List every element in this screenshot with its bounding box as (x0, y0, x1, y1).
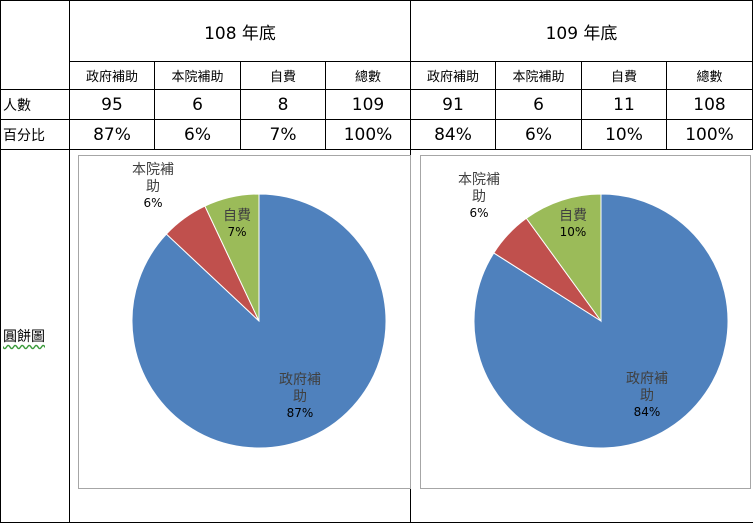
count-total-109: 108 (693, 94, 726, 115)
pie-chart-108-frame: 政府補助 87% 本院補助 6% 自費 7% (78, 155, 411, 489)
row-label-pie: 圓餅圖 (1, 150, 69, 522)
col-header-self-108: 自費 (269, 70, 296, 85)
col-header-gov-109: 政府補助 (426, 70, 479, 85)
pie-row-label-text: 圓餅圖 (3, 329, 45, 345)
count-gov-109: 91 (442, 94, 464, 115)
percent-gov-108: 87% (93, 124, 131, 145)
pie-slice-gov (131, 193, 387, 449)
count-total-108: 109 (351, 94, 385, 115)
pie-label-hospital: 本院補助 6% (458, 172, 500, 220)
col-header-total-108: 總數 (354, 70, 381, 85)
col-header-hospital-108: 本院補助 (171, 70, 224, 85)
count-self-109: 11 (613, 94, 635, 115)
row-label-count: 人數 (3, 97, 31, 114)
pie-chart-109-frame: 政府補助 84% 本院補助 6% 自費 10% (420, 155, 751, 489)
pie-label-hospital: 本院補助 6% (132, 162, 174, 210)
count-hospital-109: 6 (533, 94, 544, 115)
pie-slice-self (204, 193, 260, 322)
pie-label-self: 自費 10% (559, 208, 587, 239)
pie-label-self: 自費 7% (223, 208, 251, 239)
percent-self-109: 10% (605, 124, 643, 145)
period-header-109: 109 年底 (545, 23, 618, 44)
percent-total-108: 100% (343, 124, 393, 145)
row-label-percent: 百分比 (3, 127, 45, 144)
percent-hospital-108: 6% (184, 124, 211, 145)
pie-chart-108: 政府補助 87% 本院補助 6% 自費 7% (131, 162, 387, 449)
count-gov-108: 95 (101, 94, 123, 115)
pie-slice-self (525, 193, 602, 323)
percent-hospital-109: 6% (525, 124, 552, 145)
pie-chart-109: 政府補助 84% 本院補助 6% 自費 10% (458, 172, 729, 449)
pie-label-gov: 政府補助 84% (626, 371, 668, 419)
pie-label-gov: 政府補助 87% (279, 372, 321, 420)
percent-self-108: 7% (269, 124, 297, 145)
col-header-self-109: 自費 (610, 70, 637, 85)
count-self-108: 8 (277, 94, 289, 115)
percent-total-109: 100% (685, 124, 734, 145)
col-header-hospital-109: 本院補助 (512, 70, 565, 85)
col-header-gov-108: 政府補助 (85, 70, 138, 85)
count-hospital-108: 6 (192, 94, 203, 115)
percent-gov-109: 84% (434, 124, 472, 145)
col-header-total-109: 總數 (696, 70, 723, 85)
period-header-108: 108 年底 (204, 23, 276, 44)
